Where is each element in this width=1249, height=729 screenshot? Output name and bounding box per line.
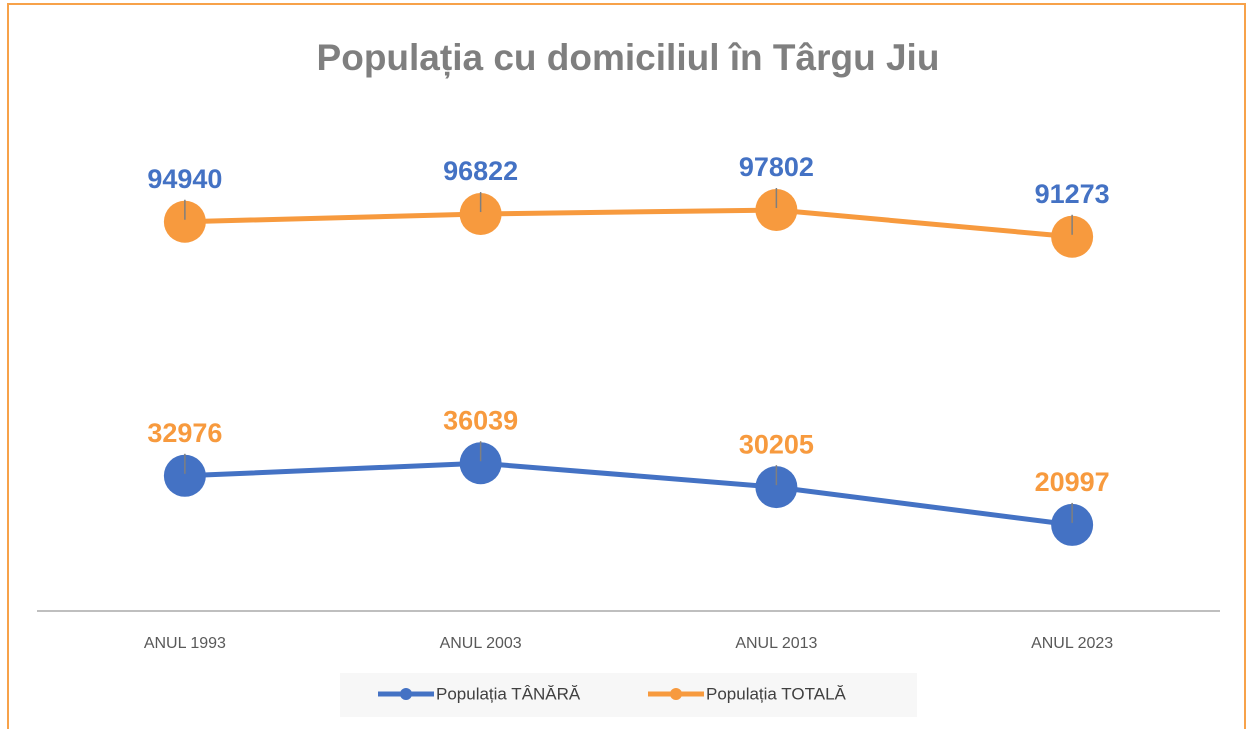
x-tick-label: ANUL 2013	[735, 635, 817, 652]
legend-label: Populația TÂNĂRĂ	[436, 684, 581, 703]
x-tick-label: ANUL 1993	[144, 635, 226, 652]
marker	[755, 189, 798, 232]
series-line	[184, 207, 1073, 240]
marker	[163, 200, 206, 243]
legend-marker	[670, 688, 682, 700]
marker	[1051, 503, 1094, 546]
marker	[459, 193, 502, 236]
data-label: 20997	[1035, 467, 1110, 497]
data-label: 97802	[739, 152, 814, 182]
marker	[755, 466, 798, 509]
x-tick-label: ANUL 2023	[1031, 635, 1113, 652]
series-line	[184, 460, 1073, 528]
frame	[7, 3, 1246, 729]
data-label: 30205	[739, 429, 814, 459]
marker	[459, 442, 502, 485]
marker	[1051, 215, 1094, 258]
data-label: 91273	[1035, 179, 1110, 209]
x-tick-label: ANUL 2003	[440, 635, 522, 652]
data-label: 32976	[147, 418, 222, 448]
data-label: 36039	[443, 405, 518, 435]
legend-marker	[400, 688, 412, 700]
legend-box	[340, 673, 917, 717]
data-label: 96822	[443, 156, 518, 186]
data-label: 94940	[147, 164, 222, 194]
marker	[163, 454, 206, 497]
chart-title: Populația cu domiciliul în Târgu Jiu	[317, 37, 940, 79]
legend-label: Populația TOTALĂ	[706, 684, 847, 703]
